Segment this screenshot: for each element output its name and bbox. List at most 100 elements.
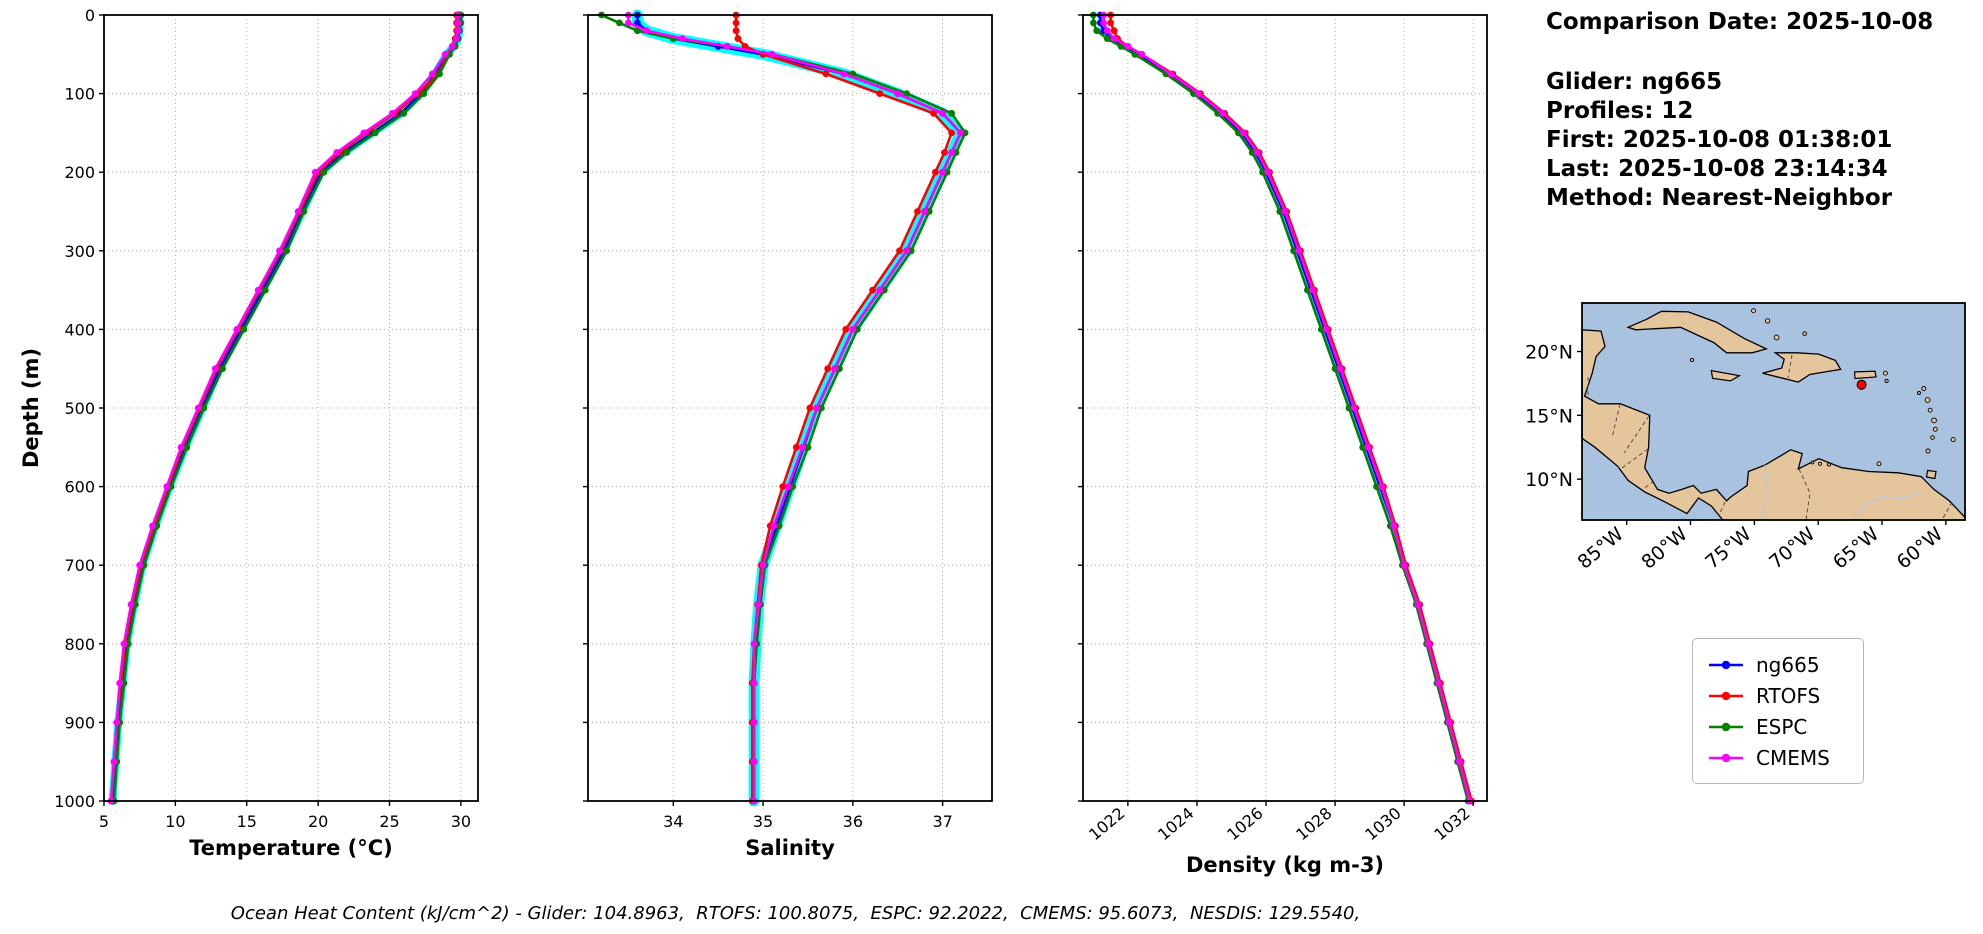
data-point-marker [625,19,632,27]
data-point-marker [723,43,731,50]
data-point-marker [779,483,787,490]
data-point-marker [634,19,641,27]
data-point-marker [1373,483,1380,490]
land-jamaica [1710,369,1742,382]
legend-label-rtofs: RTOFS [1756,683,1821,708]
data-point-marker [1304,286,1311,294]
data-point-marker [1456,758,1463,766]
data-point-marker [921,208,929,215]
data-point-marker [360,129,368,137]
data-point-marker [1309,286,1316,294]
data-point-marker [1219,109,1227,117]
data-point-marker [876,286,884,294]
temperature-plot-area: 5 10 15 20 25 3001002003004005006007008009001… [19,6,479,860]
data-point-marker [300,208,308,215]
y-tick-label: 400 [64,320,95,339]
data-point-marker [1378,483,1386,490]
data-point-marker [734,35,742,42]
data-point-marker [240,326,248,333]
map-lon-tick-label: 60°W [1893,523,1947,574]
y-tick-label: 300 [64,242,95,261]
rivers [1761,464,1922,521]
data-point-marker [1103,35,1111,42]
data-point-marker [768,50,776,58]
small-islands [1689,308,1956,467]
data-point-marker [1323,326,1330,333]
data-point-marker [254,286,262,294]
x-tick-label: 1022 [1085,804,1128,845]
x-tick-label: 1026 [1223,804,1266,845]
data-point-marker [453,35,460,42]
x-axis-label: Temperature (°C) [189,836,392,860]
data-point-marker [448,43,456,50]
series-line-ESPC [112,15,463,802]
method-text: Method: Nearest-Neighbor [1546,185,1893,211]
data-point-marker [824,365,832,373]
info-spacer [1546,37,1933,68]
data-point-marker [441,50,449,58]
x-tick-label: 1030 [1361,804,1404,845]
land-central-south-america [1581,329,1966,521]
x-tick-label: 1032 [1430,804,1473,845]
data-point-marker [1424,640,1432,648]
data-point-marker [1317,326,1325,333]
legend-marker-ng665 [1709,660,1743,669]
data-point-marker [110,758,118,766]
x-tick-label: 35 [753,812,773,831]
data-point-marker [643,27,650,35]
data-point-marker [822,70,830,78]
land-cuba [1626,310,1769,354]
glider-name-text: Glider: ng665 [1546,69,1723,95]
data-point-marker [233,326,241,333]
data-point-marker [211,365,219,373]
data-point-marker [136,561,144,569]
data-point-marker [903,247,911,255]
x-tick-label: 15 [237,812,257,831]
data-point-marker [1093,27,1101,35]
data-point-marker [1254,149,1261,156]
y-tick-label: 900 [64,713,95,732]
data-point-marker [930,109,937,117]
first-profile-time-text: First: 2025-10-08 01:38:01 [1546,127,1893,153]
data-point-marker [750,640,758,648]
data-point-marker [732,19,740,27]
profiles-count-text: Profiles: 12 [1546,98,1694,124]
data-point-marker [194,404,202,412]
land-trinidad [1925,469,1937,480]
map-lon-tick-label: 70°W [1765,523,1819,574]
legend-marker-cmems [1709,753,1743,762]
legend-marker-espc [1709,722,1743,731]
data-point-marker [113,719,121,726]
data-point-marker [1336,365,1344,373]
data-point-marker [750,719,758,726]
data-point-marker [389,109,396,117]
salinity-plot-area: 34 35 36 37 Salinity [583,9,993,860]
x-tick-label: 25 [379,812,399,831]
legend-marker-rtofs [1709,691,1743,700]
data-point-marker [400,109,408,117]
country-borders [1587,354,1953,521]
x-tick-label: 5 [99,812,109,831]
data-point-marker [842,326,850,333]
map-lat-tick-label: 10°N [1525,469,1573,491]
data-point-marker [1248,149,1256,156]
data-point-marker [799,443,806,451]
y-tick-label: 0 [85,6,95,25]
data-point-marker [792,443,800,451]
y-axis-label: Depth (m) [19,348,43,468]
data-point-marker [750,758,758,766]
x-tick-label: 20 [308,812,328,831]
data-point-marker [770,522,778,530]
data-point-marker [219,365,226,373]
data-point-marker [420,90,428,97]
data-point-marker [948,109,955,117]
data-point-marker [343,149,351,156]
data-point-marker [1364,443,1372,451]
data-point-marker [1138,50,1146,58]
data-point-marker [333,149,341,156]
data-point-marker [163,483,171,490]
data-point-marker [1090,19,1097,27]
temperature-chart: 5 10 15 20 25 30 0 100 200 300 400 500 600 700 800 900 1… [19,6,479,860]
data-point-marker [454,27,462,35]
data-point-marker [948,149,955,156]
